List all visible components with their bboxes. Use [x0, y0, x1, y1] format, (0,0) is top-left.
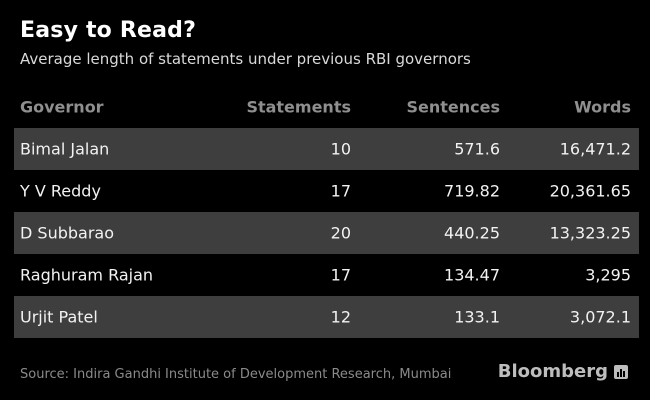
cell-words: 3,072.1: [569, 307, 631, 327]
table-row: Urjit Patel 12 133.1 3,072.1: [14, 296, 639, 338]
cell-sentences: 134.47: [444, 265, 500, 285]
brand-logo: Bloomberg: [498, 361, 628, 382]
brand-name: Bloomberg: [497, 361, 608, 382]
table-header: Governor Statements Sentences Words: [14, 86, 639, 128]
header-statements: Statements: [246, 97, 351, 117]
header-governor: Governor: [20, 97, 104, 117]
header-words: Words: [574, 97, 631, 117]
cell-governor: D Subbarao: [20, 223, 114, 243]
cell-governor: Y V Reddy: [20, 181, 101, 201]
source-note: Source: Indira Gandhi Institute of Devel…: [20, 367, 452, 382]
cell-statements: 12: [330, 307, 351, 327]
cell-statements: 17: [330, 265, 351, 285]
cell-sentences: 440.25: [444, 223, 500, 243]
cell-sentences: 719.82: [444, 181, 500, 201]
chart-title: Easy to Read?: [20, 18, 197, 43]
cell-statements: 20: [330, 223, 351, 243]
cell-governor: Raghuram Rajan: [20, 265, 154, 285]
cell-words: 20,361.65: [549, 181, 631, 201]
cell-sentences: 133.1: [454, 307, 500, 327]
cell-words: 3,295: [585, 265, 631, 285]
cell-words: 16,471.2: [559, 139, 631, 159]
cell-words: 13,323.25: [549, 223, 631, 243]
cell-sentences: 571.6: [454, 139, 500, 159]
data-table: Governor Statements Sentences Words Bima…: [14, 86, 639, 338]
table-row: D Subbarao 20 440.25 13,323.25: [14, 212, 639, 254]
bar-chart-icon: [614, 364, 628, 379]
cell-governor: Urjit Patel: [20, 307, 98, 327]
cell-governor: Bimal Jalan: [20, 139, 110, 159]
cell-statements: 10: [330, 139, 351, 159]
table-row: Y V Reddy 17 719.82 20,361.65: [14, 170, 639, 212]
header-sentences: Sentences: [406, 97, 500, 117]
cell-statements: 17: [330, 181, 351, 201]
table-row: Bimal Jalan 10 571.6 16,471.2: [14, 128, 639, 170]
table-row: Raghuram Rajan 17 134.47 3,295: [14, 254, 639, 296]
chart-subtitle: Average length of statements under previ…: [20, 50, 471, 68]
